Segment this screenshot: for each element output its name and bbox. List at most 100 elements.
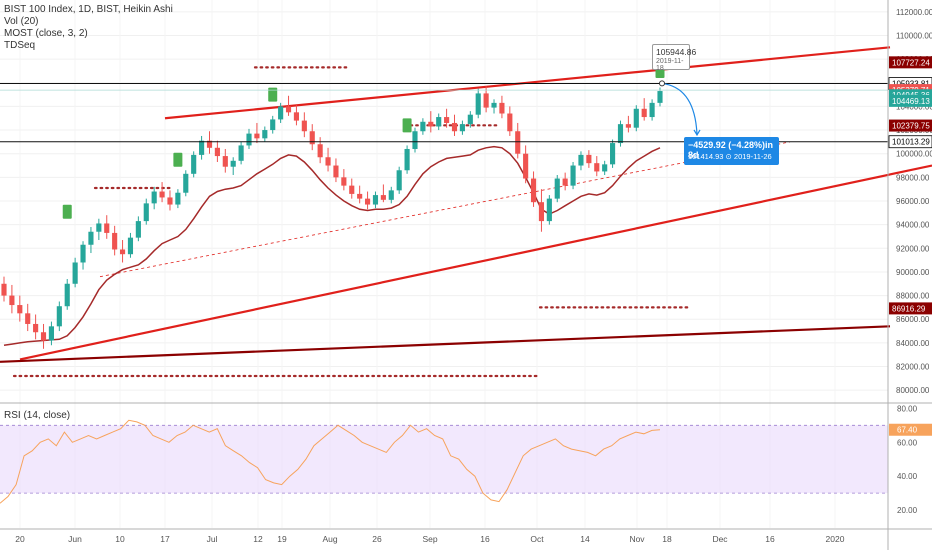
candle-body [562, 178, 568, 186]
candle-body [436, 117, 442, 127]
cursor-tooltip: 105944.86 2019-11-18 [652, 44, 696, 72]
time-tick-label: 16 [480, 534, 490, 544]
candle-body [317, 144, 323, 158]
indicator-tdseq[interactable]: TDSeq [4, 40, 36, 51]
trendline [164, 46, 891, 120]
rsi-label[interactable]: RSI (14, close) [4, 410, 71, 421]
legend: BIST 100 Index, 1D, BIST, Heikin Ashi Vo… [4, 4, 173, 52]
price-tick-label: 88000.00 [896, 292, 930, 301]
trendline [19, 164, 932, 361]
candle-body [578, 154, 584, 166]
time-tick-label: Jun [68, 534, 82, 544]
chart-title: BIST 100 Index, 1D, BIST, Heikin Ashi [4, 4, 173, 15]
candle-body [357, 193, 363, 199]
time-tick-label: 10 [115, 534, 125, 544]
candle-body [546, 198, 552, 222]
time-tick-label: 16 [765, 534, 775, 544]
time-tick-label: 20 [15, 534, 25, 544]
measure-target: 101414.93 ⊙ 2019-11-26 [688, 152, 772, 161]
candle-body [246, 133, 252, 146]
price-tick-label: 90000.00 [896, 268, 930, 277]
projection-arrowhead [693, 129, 701, 137]
td-marker [268, 87, 278, 102]
candle-body [72, 262, 78, 284]
rsi-band [0, 424, 888, 494]
candle-body [428, 121, 434, 127]
candle-body [167, 197, 173, 205]
measure-label[interactable]: −4529.92 (−4.28%)in 8d 101414.93 ⊙ 2019-… [684, 137, 779, 165]
candle-body [475, 93, 481, 115]
price-tag [889, 302, 932, 315]
candle-body [617, 124, 624, 144]
rsi-tick-label: 20.00 [897, 506, 918, 515]
candle-body [404, 148, 410, 171]
price-tag [889, 56, 932, 69]
indicator-most[interactable]: MOST (close, 3, 2) [4, 28, 88, 39]
time-tick-label: 17 [160, 534, 170, 544]
candle-body [1, 283, 7, 296]
price-tick-label: 84000.00 [896, 339, 930, 348]
price-tick-label: 96000.00 [896, 197, 930, 206]
cursor-price: 105944.86 [656, 47, 697, 57]
price-tag [889, 94, 932, 107]
rsi-tick-label: 40.00 [897, 472, 918, 481]
candle-body [649, 102, 655, 118]
candle-body [444, 117, 450, 123]
candle-body [33, 323, 39, 333]
time-tick-label: 2020 [826, 534, 845, 544]
price-tick-label: 100000.00 [896, 150, 932, 159]
candle-body [151, 191, 157, 204]
candle-body [515, 131, 521, 154]
time-tick-label: 14 [580, 534, 590, 544]
candle-body [451, 122, 458, 132]
rsi-path [0, 419, 661, 504]
rsi-legend: RSI (14, close) [4, 410, 70, 422]
candle-body [610, 143, 616, 165]
rsi-line [0, 419, 661, 504]
candle-body [538, 202, 545, 222]
price-tag-label: 86916.29 [892, 304, 926, 313]
projection-curve [661, 82, 698, 136]
candle-body [499, 102, 505, 114]
price-tag-label: 102379.75 [892, 122, 930, 131]
candle-body [372, 195, 379, 205]
trendlines[interactable] [0, 46, 932, 363]
rsi-tick-label: 60.00 [897, 438, 918, 447]
td-marker [62, 204, 72, 219]
candle-body [191, 154, 197, 174]
candle-body [420, 121, 426, 132]
candle-body [9, 295, 15, 306]
candle-body [594, 163, 600, 172]
time-tick-label: Nov [629, 534, 645, 544]
trendline [0, 325, 891, 363]
candle-body [530, 178, 537, 203]
rsi-tick-label: 80.00 [897, 404, 918, 413]
most-line [3, 145, 661, 346]
indicator-vol[interactable]: Vol (20) [4, 16, 39, 27]
candle-body [262, 130, 268, 139]
price-tag-label: 101013.29 [892, 138, 930, 147]
candle-body [285, 106, 292, 113]
time-tick-label: Oct [530, 534, 544, 544]
time-tick-label: Sep [422, 534, 437, 544]
candle-body [325, 157, 331, 166]
td-marker [173, 152, 183, 167]
price-tag-label: 105933.81 [892, 80, 930, 89]
price-tags: 107727.24105933.81105379.71104945.361044… [888, 56, 932, 436]
candle-body [270, 119, 276, 131]
candles [1, 86, 663, 349]
candle-body [127, 237, 134, 255]
candle-body [459, 124, 465, 132]
candle-body [507, 113, 513, 132]
candle-body [96, 223, 102, 232]
candle-body [491, 102, 497, 108]
candle-body [586, 154, 592, 164]
candle-body [17, 305, 23, 314]
time-tick-label: 19 [277, 534, 287, 544]
time-tick-label: 12 [253, 534, 263, 544]
candle-body [48, 326, 54, 341]
horizontal-lines[interactable] [0, 83, 888, 143]
candle-body [483, 93, 489, 108]
